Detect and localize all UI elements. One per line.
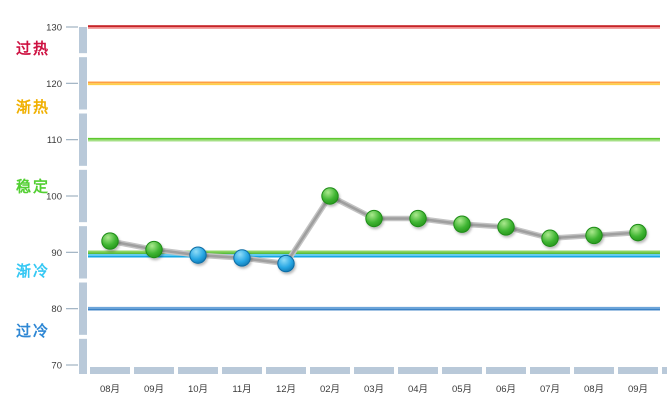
data-point-marker[interactable] bbox=[629, 223, 647, 242]
threshold-line-110 bbox=[88, 137, 660, 142]
threshold-line-top bbox=[88, 306, 660, 309]
threshold-line-top bbox=[88, 250, 660, 253]
threshold-line-bottom bbox=[88, 139, 660, 142]
data-point-marker[interactable] bbox=[409, 209, 427, 228]
data-point-marker[interactable] bbox=[189, 246, 207, 264]
x-axis-bar-segment bbox=[222, 367, 262, 374]
data-point-marker[interactable] bbox=[321, 187, 339, 205]
threshold-line-bottom bbox=[88, 255, 660, 258]
threshold-line-bottom bbox=[88, 27, 660, 29]
y-axis-bar-segment bbox=[79, 57, 87, 110]
x-axis-label: 11月 bbox=[232, 384, 251, 395]
x-axis-label: 08月 bbox=[584, 384, 604, 395]
threshold-line-top bbox=[88, 81, 660, 84]
threshold-line-bottom bbox=[88, 83, 660, 86]
x-axis-bar-segment bbox=[574, 367, 614, 374]
y-axis-bar-segment bbox=[79, 169, 87, 223]
zone-label-overheat: 过热 bbox=[16, 39, 50, 57]
y-axis-bar-segment bbox=[79, 338, 87, 374]
zone-label-cooling: 渐冷 bbox=[16, 262, 50, 280]
x-axis-label: 03月 bbox=[364, 384, 384, 395]
data-point-marker[interactable] bbox=[497, 218, 515, 236]
y-tick-label: 70 bbox=[51, 361, 62, 372]
threshold-line-top bbox=[88, 137, 660, 140]
x-axis-label: 05月 bbox=[452, 384, 472, 395]
y-tick-label: 110 bbox=[47, 135, 62, 146]
y-tick-label: 80 bbox=[51, 304, 62, 315]
threshold-line-90 bbox=[88, 250, 660, 255]
y-axis-bar-segment bbox=[79, 282, 87, 335]
y-tick-label: 130 bbox=[46, 23, 62, 34]
x-axis-bar-segment bbox=[442, 367, 482, 374]
y-tick-label: 100 bbox=[46, 192, 62, 203]
x-axis-bar-segment bbox=[618, 367, 658, 374]
y-axis-bar-segment bbox=[79, 27, 87, 54]
y-tick-label: 90 bbox=[51, 248, 62, 259]
x-axis-bar-segment bbox=[662, 367, 667, 374]
x-axis-bar-segment bbox=[178, 367, 218, 374]
x-axis-label: 06月 bbox=[496, 384, 516, 395]
x-axis-label: 09月 bbox=[628, 384, 648, 395]
threshold-line-bottom bbox=[88, 308, 660, 311]
x-axis-label: 02月 bbox=[320, 384, 340, 395]
x-axis-bar-segment bbox=[90, 367, 130, 374]
threshold-line-80 bbox=[88, 306, 660, 311]
x-axis-label: 08月 bbox=[100, 384, 120, 395]
data-point-marker[interactable] bbox=[453, 215, 471, 233]
threshold-line-89.4 bbox=[88, 253, 660, 258]
zone-label-overcool: 过冷 bbox=[16, 322, 50, 340]
x-axis-label: 12月 bbox=[276, 384, 296, 395]
x-axis-bar-segment bbox=[266, 367, 306, 374]
data-point-marker[interactable] bbox=[541, 229, 559, 247]
x-axis-bar-segment bbox=[310, 367, 350, 374]
threshold-line-130 bbox=[88, 25, 660, 29]
x-axis-bar-segment bbox=[398, 367, 438, 374]
threshold-line-top bbox=[88, 253, 660, 256]
x-axis-label: 10月 bbox=[188, 384, 208, 395]
x-axis-label: 09月 bbox=[144, 384, 164, 395]
data-point-marker[interactable] bbox=[101, 232, 119, 250]
threshold-line-top bbox=[88, 25, 660, 27]
x-axis-label: 04月 bbox=[408, 384, 428, 395]
y-tick-label: 120 bbox=[46, 79, 62, 90]
x-axis-bar-segment bbox=[530, 367, 570, 374]
data-point-marker[interactable] bbox=[233, 249, 251, 267]
x-axis-bar-segment bbox=[486, 367, 526, 374]
y-axis-bar-segment bbox=[79, 113, 87, 166]
x-axis-bar-segment bbox=[354, 367, 394, 374]
x-axis-bar-segment bbox=[134, 367, 174, 374]
threshold-line-bottom bbox=[88, 252, 660, 255]
zone-label-stable: 稳定 bbox=[16, 177, 50, 195]
y-axis-bar-segment bbox=[79, 226, 87, 279]
zone-label-warming: 渐热 bbox=[16, 98, 50, 116]
x-axis-label: 07月 bbox=[540, 384, 560, 395]
data-point-marker[interactable] bbox=[277, 254, 295, 273]
data-point-marker[interactable] bbox=[365, 209, 383, 228]
data-point-marker[interactable] bbox=[585, 226, 603, 245]
data-point-marker[interactable] bbox=[145, 240, 163, 259]
threshold-line-120 bbox=[88, 81, 660, 86]
